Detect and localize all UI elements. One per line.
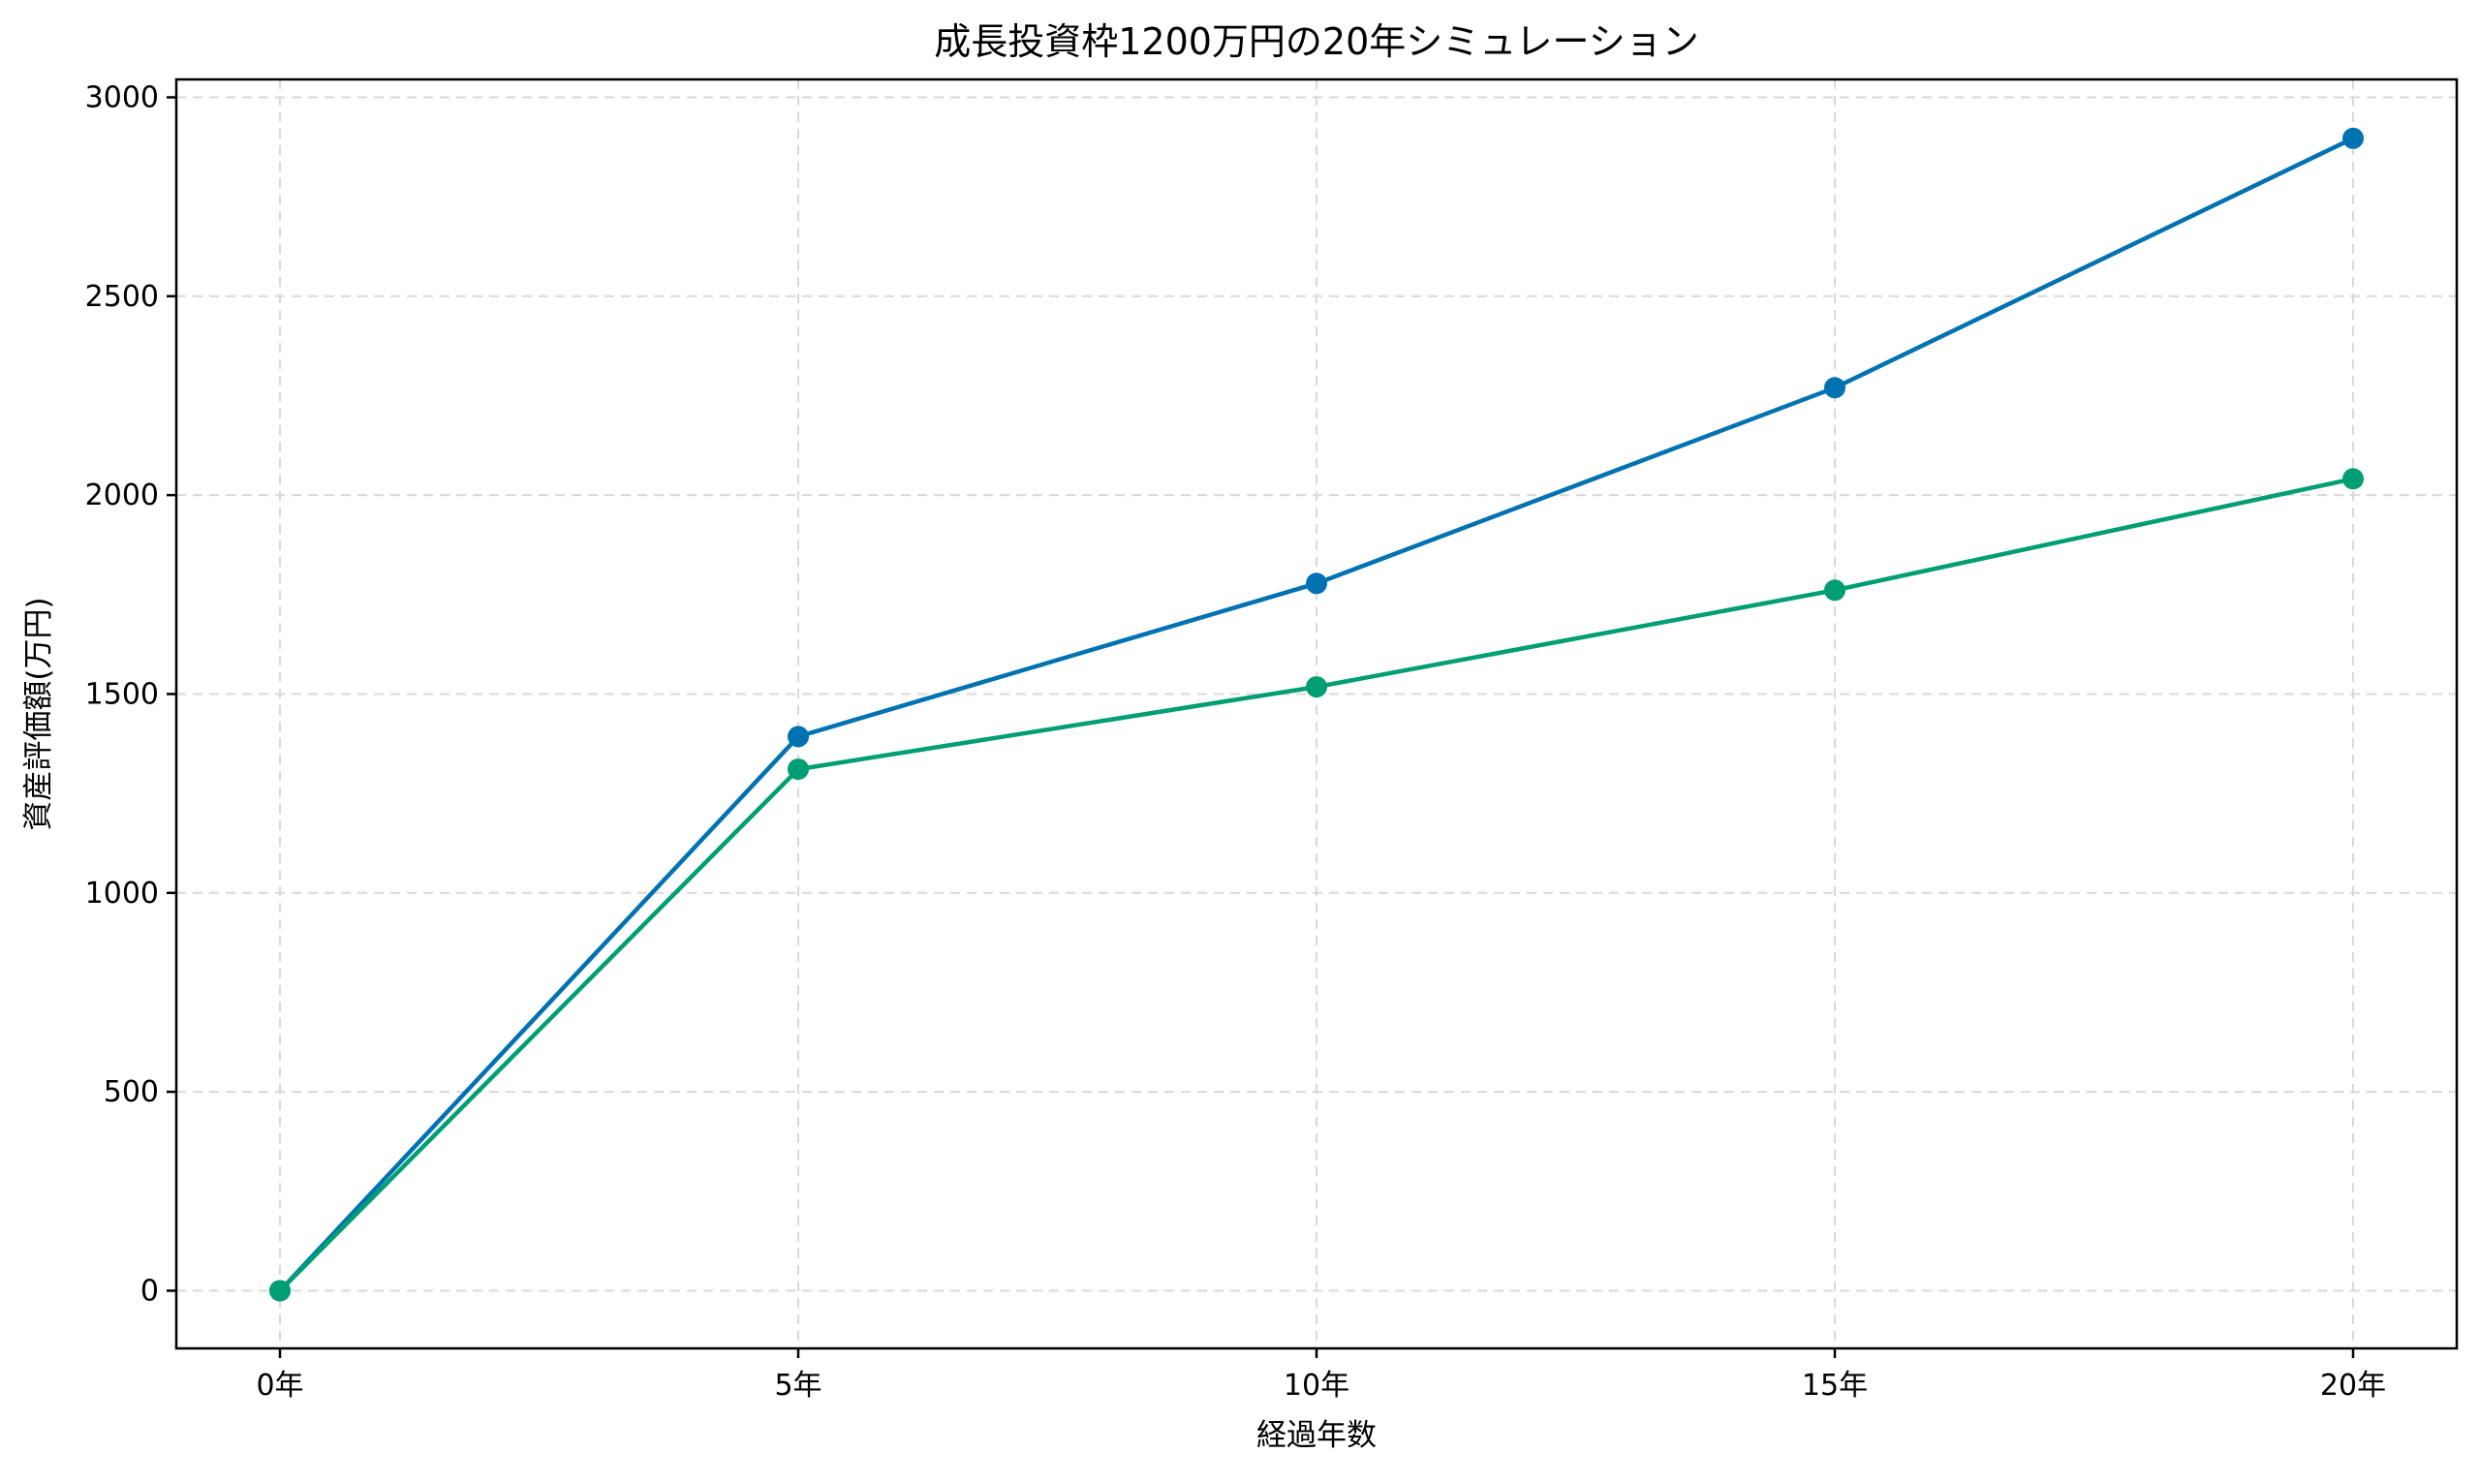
data-point [788, 726, 809, 748]
plot-frame [174, 77, 2459, 1350]
data-series [269, 127, 2364, 1302]
y-tick-label: 2500 [85, 280, 159, 314]
data-point [269, 1280, 291, 1302]
x-tick-label: 20年 [2320, 1369, 2386, 1403]
chart-title: 成長投資枠1200万円の20年シミュレーション [934, 20, 1699, 63]
y-tick-label: 0 [140, 1274, 159, 1308]
data-point [788, 758, 809, 781]
series-1 [269, 127, 2364, 1302]
series-2 [269, 468, 2364, 1302]
x-tick-label: 0年 [256, 1369, 303, 1403]
data-point [2342, 468, 2364, 490]
y-tick-label: 2000 [85, 479, 159, 512]
y-tick-label: 500 [104, 1075, 159, 1109]
data-point [1824, 377, 1845, 399]
axis-ticks: 0 500 1000 1500 2000 2500 3000 0年 5年 10年 15年 20年 [85, 80, 2386, 1403]
data-point [1306, 572, 1327, 595]
data-point [2342, 127, 2364, 149]
data-point [1306, 676, 1327, 698]
grid-lines [176, 79, 2457, 1348]
y-tick-label: 1500 [85, 677, 159, 711]
x-tick-label: 15年 [1802, 1369, 1868, 1403]
x-tick-label: 10年 [1284, 1369, 1349, 1403]
data-point [1824, 579, 1845, 602]
y-tick-label: 3000 [85, 80, 159, 114]
x-tick-label: 5年 [774, 1369, 822, 1403]
x-axis-label: 経過年数 [1256, 1418, 1377, 1453]
y-tick-label: 1000 [85, 877, 159, 911]
y-axis-label: 資産評価額(万円) [21, 597, 56, 830]
